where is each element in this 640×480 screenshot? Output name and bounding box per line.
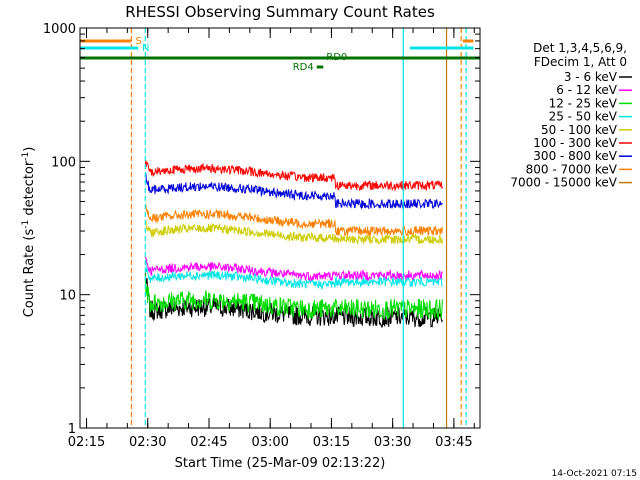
y-axis-label-end: ): [22, 147, 37, 152]
y-tick-label: 10: [59, 289, 76, 304]
series-line: [144, 204, 443, 237]
x-axis-label: Start Time (25-Mar-09 02:13:22): [175, 456, 386, 471]
x-tick-label: 02:15: [68, 435, 105, 450]
legend-entry-label: 3 - 6 keV: [564, 70, 618, 84]
series-line: [144, 274, 443, 321]
legend-entry-label: 25 - 50 keV: [549, 110, 618, 124]
axis-layer: 1 10 100 1000 02:15 02:30 02:45 03:00 03:15 03:30…: [43, 22, 480, 450]
y-tick-label: 1: [68, 422, 76, 437]
x-tick-label: 03:45: [435, 435, 472, 450]
y-axis-label-mid: detector: [22, 160, 37, 220]
x-tick-label: 02:30: [129, 435, 166, 450]
series-line: [144, 256, 443, 282]
night-flag-label: N: [142, 43, 149, 54]
legend-entry-label: 7000 - 15000 keV: [510, 176, 617, 190]
rd4-flag-label: RD4: [293, 62, 314, 73]
legend-entry-label: 6 - 12 keV: [556, 83, 618, 97]
y-axis-label-exp1: -1: [21, 220, 31, 229]
x-tick-label: 03:15: [313, 435, 350, 450]
x-tick-label: 03:30: [374, 435, 411, 450]
chart-title: RHESSI Observing Summary Count Rates: [125, 3, 435, 21]
legend-entry-label: 12 - 25 keV: [549, 96, 618, 110]
legend-entry-label: 50 - 100 keV: [541, 123, 618, 137]
x-tick-label: 03:00: [251, 435, 288, 450]
x-tick-label: 02:45: [190, 435, 227, 450]
legend-header-2: FDecim 1, Att 0: [534, 55, 627, 69]
plot-frame: [79, 27, 481, 429]
series-line: [145, 219, 443, 246]
rd0-flag-label: RD0: [326, 52, 347, 63]
legend-entry-label: 300 - 800 keV: [533, 149, 617, 163]
y-tick-label: 1000: [43, 22, 76, 37]
y-axis-label: Count Rate (s-1 detector-1): [21, 147, 37, 318]
footer-timestamp: 14-Oct-2021 07:15: [552, 469, 637, 479]
y-axis-label-exp2: -1: [21, 152, 31, 161]
y-tick-label: 100: [51, 155, 76, 170]
data-layer: [144, 160, 443, 329]
legend-header-1: Det 1,3,4,5,6,9,: [533, 41, 627, 55]
legend: Det 1,3,4,5,6,9, FDecim 1, Att 0 3 - 6 k…: [510, 41, 632, 190]
y-axis-label-main: Count Rate (s: [22, 229, 37, 318]
flag-layer: SN RD0 RD4: [80, 28, 480, 428]
legend-entry-label: 800 - 7000 keV: [526, 162, 618, 176]
series-line: [144, 259, 443, 290]
series-line: [144, 160, 443, 192]
legend-entry-label: 100 - 300 keV: [533, 136, 617, 150]
series-line: [144, 173, 443, 210]
saa-flag-label: S: [135, 36, 141, 47]
